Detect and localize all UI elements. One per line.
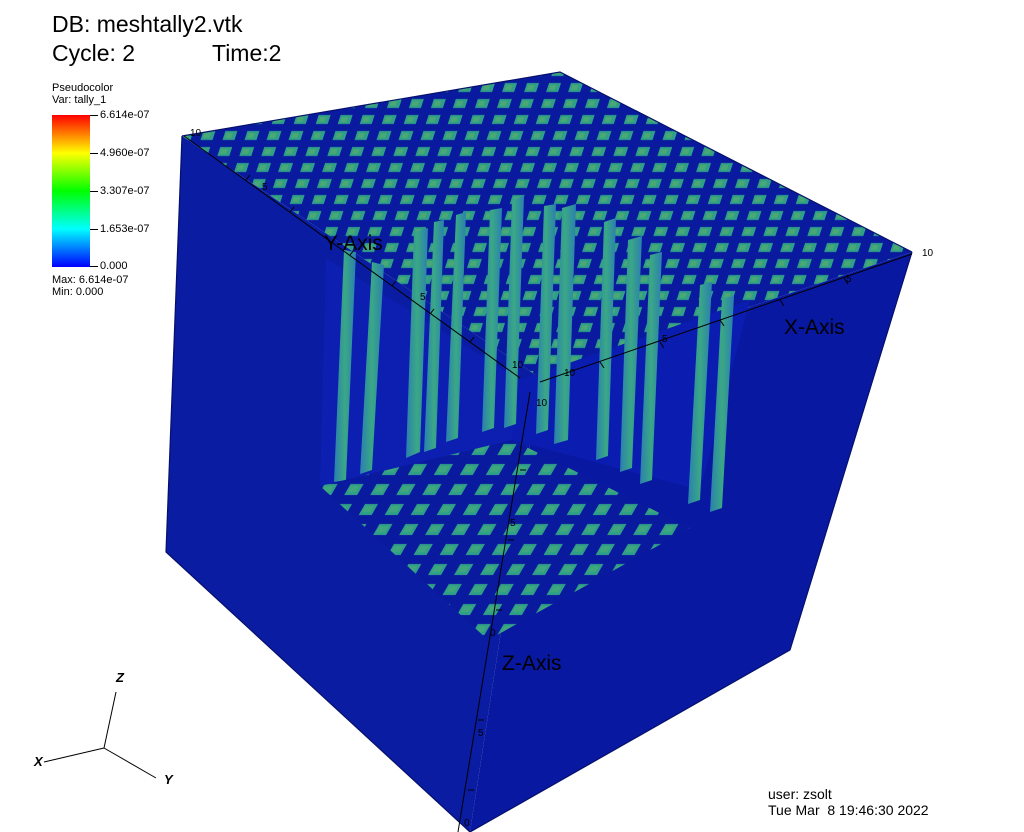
colorbar-tick — [90, 115, 98, 116]
triad-x-label: X — [34, 754, 43, 769]
legend-max: Max: 6.614e-07 — [52, 274, 129, 286]
colorbar-tick — [90, 153, 98, 154]
colorbar-tick — [90, 266, 98, 267]
legend-var: Var: tally_1 — [52, 94, 107, 106]
cavity-floor — [320, 440, 690, 640]
x-axis-title: X-Axis — [784, 316, 845, 339]
z-axis-tick-label: 0 — [464, 818, 470, 829]
colorbar-label: 6.614e-07 — [100, 109, 150, 121]
time-label: Time:2 — [212, 40, 282, 66]
date-label: Tue Mar 8 19:46:30 2022 — [768, 802, 929, 818]
colorbar-label: 4.960e-07 — [100, 147, 150, 159]
legend-plot-type: Pseudocolor — [52, 82, 114, 94]
x-axis-tick-label: 10 — [922, 248, 934, 259]
z-axis-tick-label: 0 — [490, 628, 496, 639]
axis-tick-marks — [245, 174, 849, 791]
z-axis-title: Z-Axis — [502, 652, 562, 675]
triad-z-label: Z — [116, 670, 124, 685]
axis-lines — [183, 135, 913, 832]
z-axis-tick-label: 5 — [478, 728, 484, 739]
x-axis-tick-label: 10 — [564, 368, 576, 379]
colorbar-label: 1.653e-07 — [100, 223, 150, 235]
cavity-stripes-right — [536, 204, 734, 512]
z-axis-tick-label: 5 — [510, 518, 516, 529]
colorbar — [52, 115, 90, 267]
y-axis-tick-label: 5 — [262, 182, 268, 193]
cube-edges — [165, 71, 913, 832]
colorbar-label: 0.000 — [100, 260, 128, 272]
colorbar-tick — [90, 229, 98, 230]
legend-min: Min: 0.000 — [52, 286, 104, 298]
cycle-label: Cycle: 2 — [52, 40, 136, 66]
z-axis-tick-label: 10 — [536, 398, 548, 409]
y-axis-tick-label: 5 — [420, 292, 426, 303]
db-title: DB: meshtally2.vtk — [52, 11, 243, 37]
colorbar-label: 3.307e-07 — [100, 185, 150, 197]
y-axis-tick-label: 10 — [190, 128, 202, 139]
x-axis-tick-label: 5 — [846, 274, 852, 285]
cavity-stripes-left — [334, 196, 524, 482]
x-axis-tick-label: 5 — [662, 334, 668, 345]
y-axis-title: Y-Axis — [324, 232, 383, 255]
triad-y-label: Y — [164, 772, 173, 787]
orientation-triad — [43, 691, 157, 779]
user-label: user: zsolt — [768, 786, 832, 802]
y-axis-tick-label: 10 — [512, 360, 524, 371]
colorbar-tick — [90, 191, 98, 192]
